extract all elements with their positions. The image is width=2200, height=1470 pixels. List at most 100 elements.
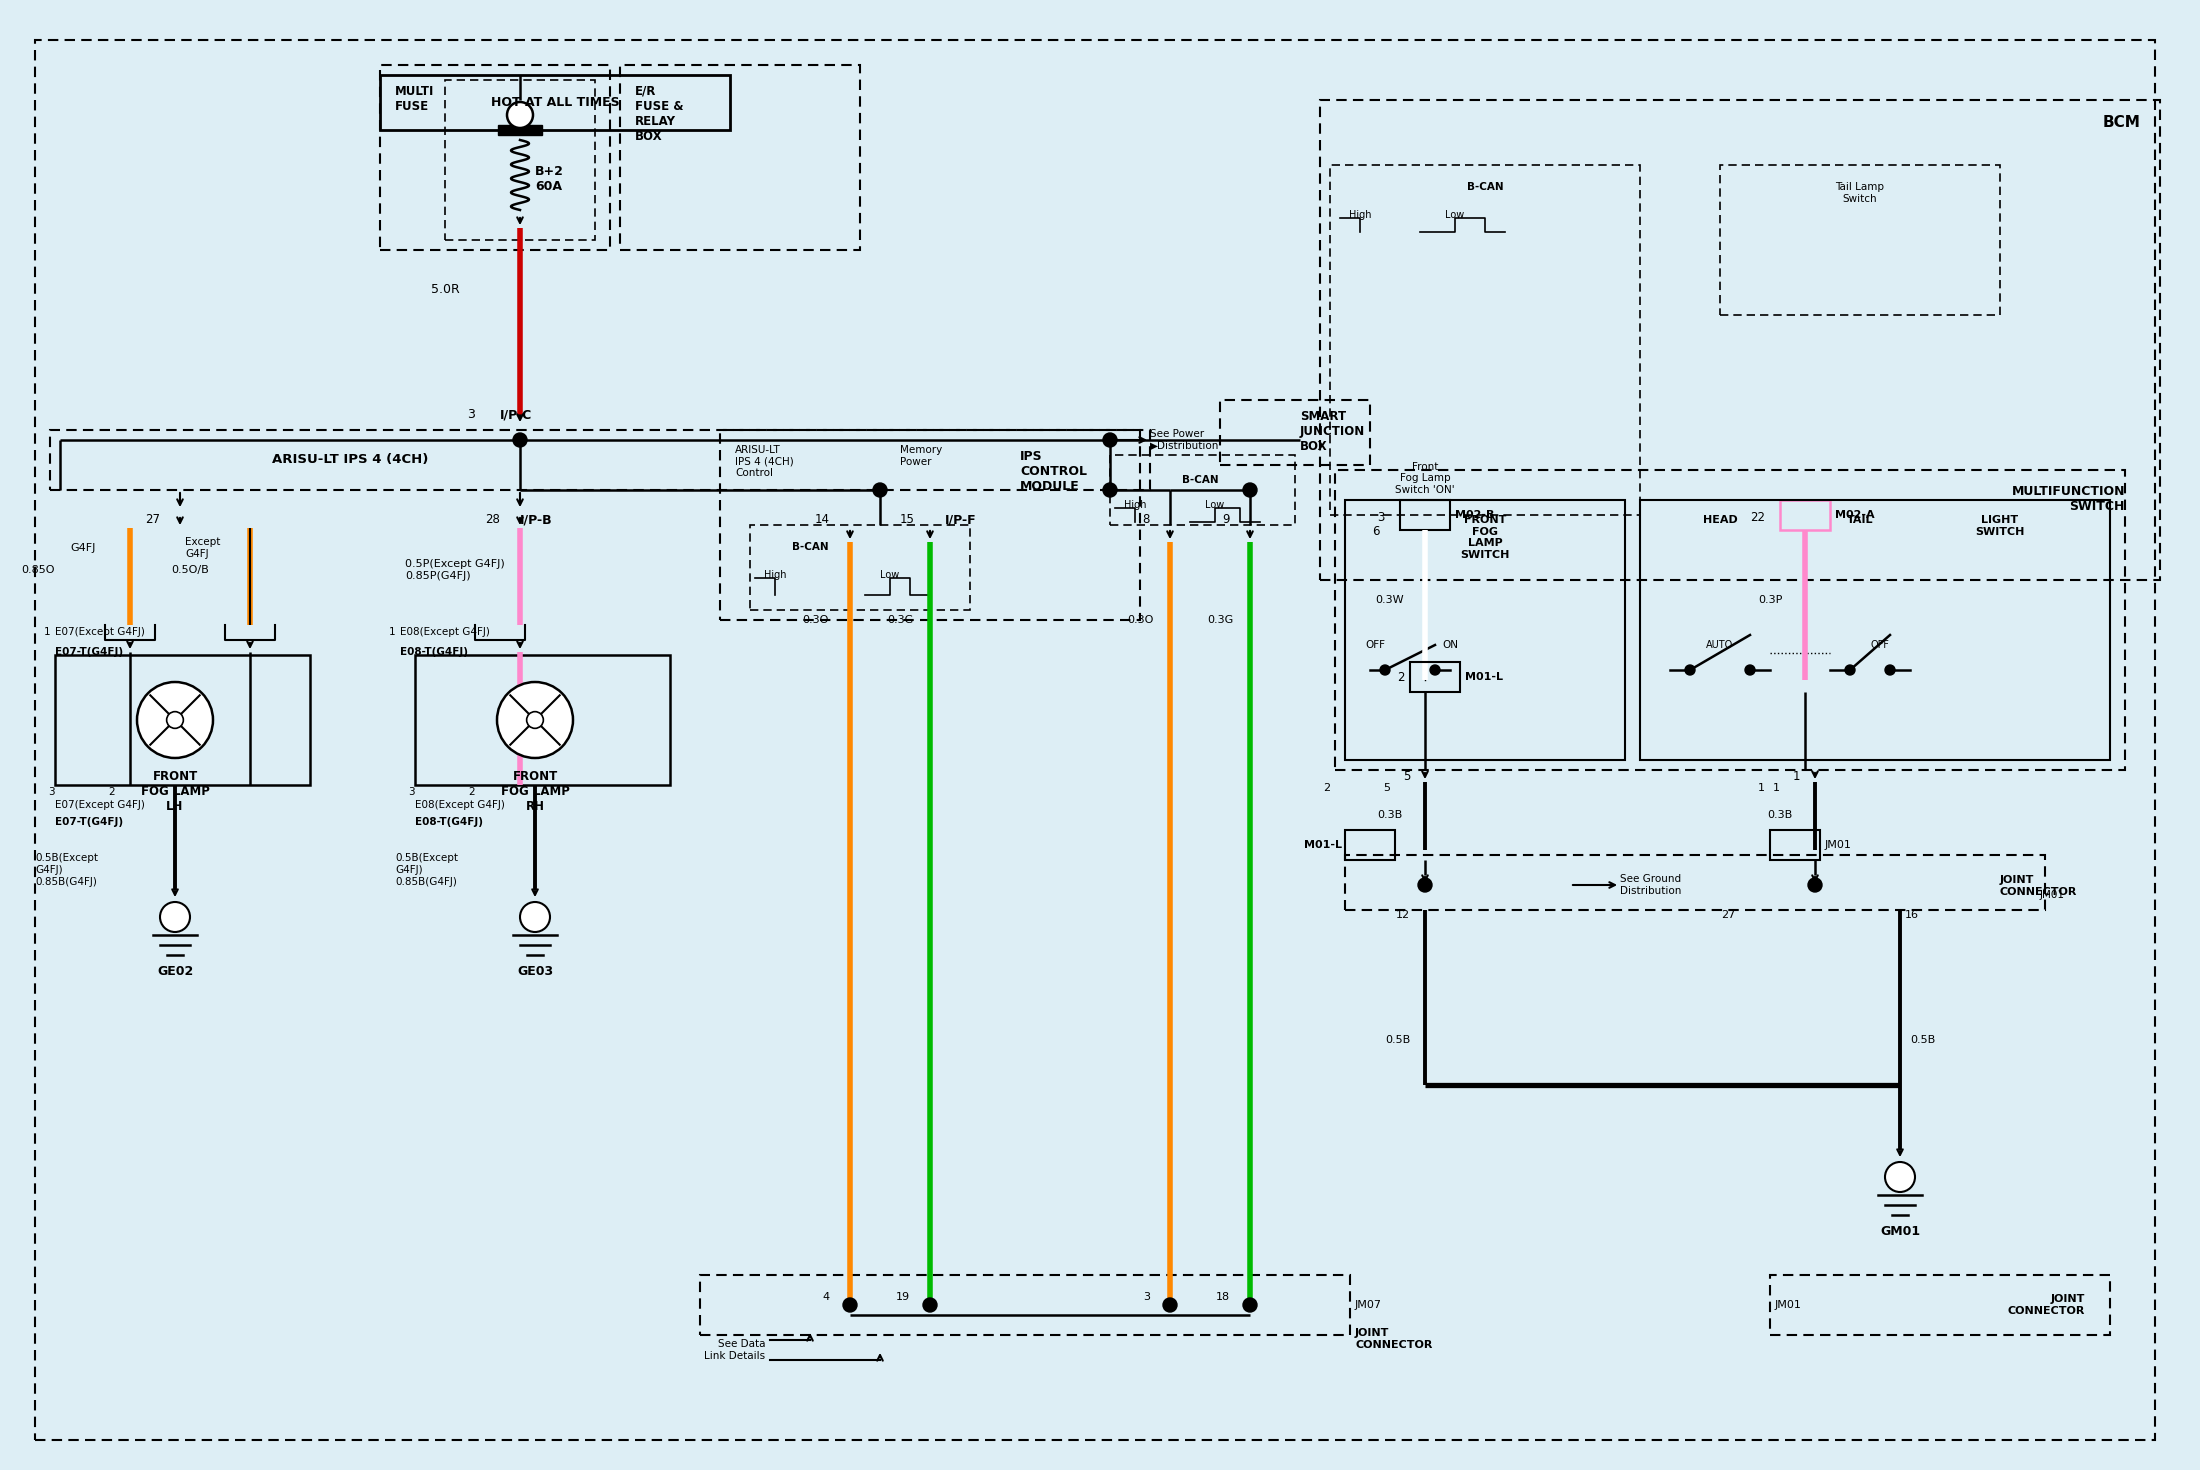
- Text: 8: 8: [1142, 513, 1151, 526]
- Text: AUTO: AUTO: [1707, 639, 1734, 650]
- Text: See Data
Link Details: See Data Link Details: [704, 1339, 766, 1361]
- Text: 0.3G: 0.3G: [887, 614, 913, 625]
- Text: GE03: GE03: [517, 964, 552, 978]
- Circle shape: [1430, 664, 1441, 675]
- Text: 5.0R: 5.0R: [431, 284, 460, 297]
- Text: 0.5O/B: 0.5O/B: [172, 564, 209, 575]
- Text: 0.3G: 0.3G: [1208, 614, 1234, 625]
- Text: 1: 1: [1773, 784, 1780, 792]
- Bar: [1221, 400, 1371, 465]
- Text: 15: 15: [900, 513, 915, 526]
- Text: M01-L: M01-L: [1305, 839, 1342, 850]
- Text: FRONT
FOG LAMP
LH: FRONT FOG LAMP LH: [141, 770, 209, 813]
- Text: 0.5P(Except G4FJ)
0.85P(G4FJ): 0.5P(Except G4FJ) 0.85P(G4FJ): [405, 559, 504, 581]
- Text: 0.5B: 0.5B: [1384, 1035, 1410, 1045]
- Text: 0.5B(Except
G4FJ)
0.85B(G4FJ): 0.5B(Except G4FJ) 0.85B(G4FJ): [396, 854, 458, 886]
- Bar: [750, 525, 970, 610]
- Text: JM01: JM01: [1826, 839, 1852, 850]
- Text: E08-T(G4FJ): E08-T(G4FJ): [416, 817, 484, 828]
- Circle shape: [136, 682, 213, 759]
- Text: LIGHT
SWITCH: LIGHT SWITCH: [1976, 514, 2024, 537]
- Text: 3: 3: [466, 409, 475, 422]
- Text: Memory
Power: Memory Power: [900, 445, 942, 466]
- Text: 0.3B: 0.3B: [1377, 810, 1404, 820]
- Text: OFF: OFF: [1364, 639, 1386, 650]
- Text: B-CAN: B-CAN: [1181, 475, 1219, 485]
- Text: High: High: [1124, 500, 1146, 510]
- Circle shape: [1808, 878, 1822, 892]
- Bar: [1771, 831, 1819, 860]
- Circle shape: [1885, 664, 1894, 675]
- Text: B-CAN: B-CAN: [1467, 182, 1503, 193]
- Text: 28: 28: [486, 513, 499, 526]
- Text: 0.5B(Except
G4FJ)
0.85B(G4FJ): 0.5B(Except G4FJ) 0.85B(G4FJ): [35, 854, 99, 886]
- Circle shape: [1102, 434, 1118, 447]
- Text: 1: 1: [44, 628, 51, 637]
- Bar: [1344, 831, 1395, 860]
- Text: JOINT
CONNECTOR: JOINT CONNECTOR: [2000, 875, 2077, 897]
- Text: SMART
JUNCTION
BOX: SMART JUNCTION BOX: [1300, 410, 1366, 454]
- Circle shape: [924, 1298, 937, 1313]
- Circle shape: [843, 1298, 858, 1313]
- Text: 9: 9: [1223, 513, 1230, 526]
- Circle shape: [1164, 1298, 1177, 1313]
- Circle shape: [519, 903, 550, 932]
- Circle shape: [1102, 484, 1118, 497]
- Text: BCM: BCM: [2103, 115, 2141, 129]
- Bar: [1780, 500, 1830, 531]
- Bar: [381, 75, 730, 129]
- Text: 0.3P: 0.3P: [1758, 595, 1782, 606]
- Text: E07(Except G4FJ): E07(Except G4FJ): [55, 628, 145, 637]
- Text: 1: 1: [1793, 770, 1800, 784]
- Text: 0.5B: 0.5B: [1910, 1035, 1936, 1045]
- Bar: [1320, 100, 2160, 581]
- Bar: [381, 65, 609, 250]
- Text: E07-T(G4FJ): E07-T(G4FJ): [55, 817, 123, 828]
- Text: E07(Except G4FJ): E07(Except G4FJ): [55, 800, 145, 810]
- Text: 5: 5: [1384, 784, 1390, 792]
- Text: Low: Low: [1206, 500, 1225, 510]
- Text: 27: 27: [1720, 910, 1736, 920]
- Bar: [700, 1274, 1351, 1335]
- Bar: [416, 656, 671, 785]
- Text: See Ground
Distribution: See Ground Distribution: [1619, 875, 1681, 895]
- Text: HOT AT ALL TIMES: HOT AT ALL TIMES: [491, 97, 620, 109]
- Bar: [1410, 662, 1461, 692]
- Text: 2: 2: [1397, 672, 1406, 685]
- Text: 18: 18: [1217, 1292, 1230, 1302]
- Circle shape: [1243, 1298, 1256, 1313]
- Text: M02-B: M02-B: [1454, 510, 1494, 520]
- Text: FRONT
FOG LAMP
RH: FRONT FOG LAMP RH: [502, 770, 570, 813]
- Text: JOINT
CONNECTOR: JOINT CONNECTOR: [1355, 1327, 1432, 1349]
- Bar: [620, 65, 860, 250]
- Text: 4: 4: [823, 1292, 829, 1302]
- Text: 3: 3: [409, 786, 416, 797]
- Text: JM01: JM01: [2039, 889, 2066, 900]
- Text: 3: 3: [48, 786, 55, 797]
- Bar: [1111, 456, 1296, 525]
- Text: 2: 2: [108, 786, 114, 797]
- Text: I/P-B: I/P-B: [519, 513, 552, 526]
- Text: 16: 16: [1905, 910, 1918, 920]
- Circle shape: [1745, 664, 1756, 675]
- Bar: [1399, 500, 1450, 531]
- Text: B+2
60A: B+2 60A: [535, 165, 563, 193]
- Bar: [55, 656, 310, 785]
- Text: 2: 2: [1322, 784, 1331, 792]
- Text: Low: Low: [1445, 210, 1465, 220]
- Text: 0.3W: 0.3W: [1375, 595, 1404, 606]
- Text: Front
Fog Lamp
Switch 'ON': Front Fog Lamp Switch 'ON': [1395, 462, 1454, 495]
- Text: 12: 12: [1395, 910, 1410, 920]
- Text: Tail Lamp
Switch: Tail Lamp Switch: [1835, 182, 1885, 204]
- Bar: [1344, 500, 1626, 760]
- Text: TAIL: TAIL: [1846, 514, 1872, 525]
- Text: 14: 14: [814, 513, 829, 526]
- Text: I/P-F: I/P-F: [946, 513, 977, 526]
- Text: ARISU-LT
IPS 4 (4CH)
Control: ARISU-LT IPS 4 (4CH) Control: [735, 445, 794, 478]
- Text: M01-L: M01-L: [1465, 672, 1503, 682]
- Bar: [51, 431, 1151, 490]
- Circle shape: [526, 711, 543, 728]
- Bar: [1335, 470, 2125, 770]
- Text: 0.3B: 0.3B: [1767, 810, 1793, 820]
- Text: High: High: [1349, 210, 1371, 220]
